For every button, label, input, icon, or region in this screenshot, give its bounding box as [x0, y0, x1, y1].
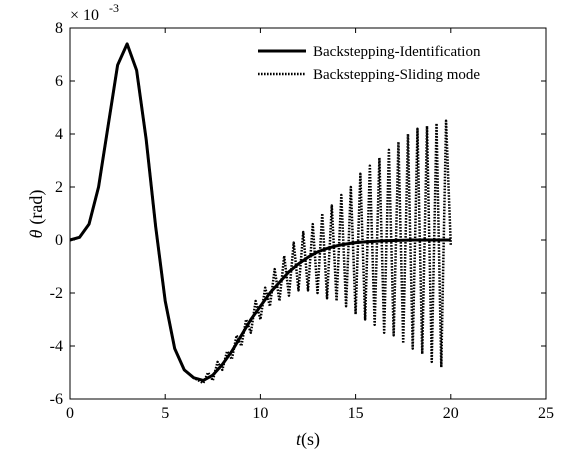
- y-tick-label: 6: [55, 73, 63, 90]
- y-tick-label: 2: [55, 179, 63, 196]
- x-tick-label: 25: [538, 405, 554, 422]
- x-tick-label: 10: [252, 405, 268, 422]
- y-tick-label: -2: [50, 285, 63, 302]
- legend: Backstepping-Identification Backstepping…: [258, 44, 481, 83]
- x-tick-label: 5: [161, 405, 169, 422]
- y-axis-label: θ (rad): [26, 190, 47, 239]
- series-lines: [69, 42, 453, 385]
- y-tick-label: -6: [50, 391, 63, 408]
- x-axis-label: t(s): [296, 429, 320, 450]
- y-tick-label: 0: [55, 232, 63, 249]
- legend-label-sliding-mode: Backstepping-Sliding mode: [313, 67, 480, 83]
- plot-area: [69, 27, 547, 400]
- series-line-identification: [69, 42, 451, 382]
- y-exponent: -3: [109, 1, 119, 15]
- y-tick-label: 4: [55, 126, 63, 143]
- x-tick-label: 0: [66, 405, 74, 422]
- y-exponent-base: × 10: [70, 7, 99, 24]
- axis-ticks: 0 5 10 15 20 25 -6 -4 -2 0 2 4 6 8: [50, 20, 554, 422]
- x-axis-var: t: [296, 429, 302, 449]
- x-tick-label: 15: [348, 405, 364, 422]
- x-tick-label: 20: [443, 405, 459, 422]
- y-axis-unit: (rad): [26, 190, 47, 225]
- y-tick-label: 8: [55, 20, 63, 37]
- legend-label-identification: Backstepping-Identification: [313, 44, 481, 60]
- y-axis-var: θ: [26, 229, 46, 238]
- y-tick-label: -4: [50, 338, 63, 355]
- x-axis-unit: (s): [301, 429, 320, 450]
